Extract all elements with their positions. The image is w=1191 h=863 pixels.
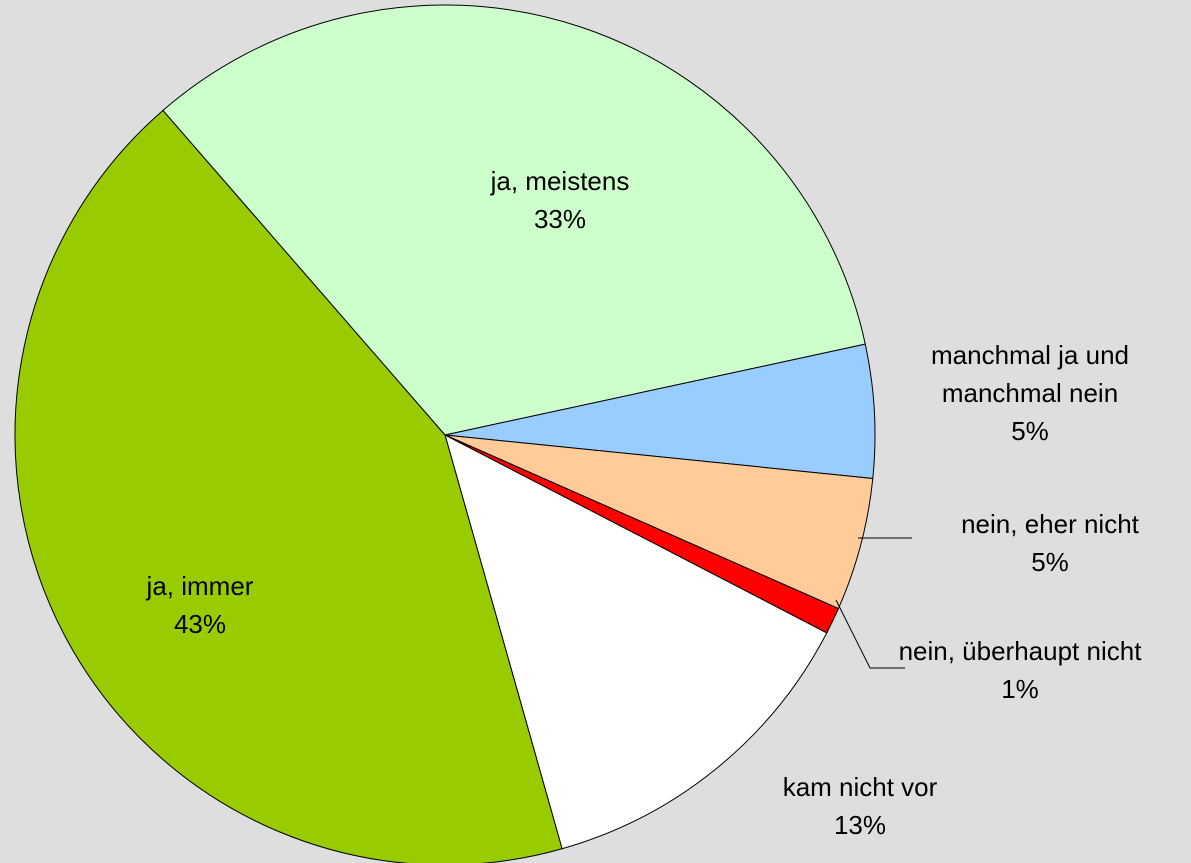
value-label: 5% (1011, 416, 1049, 446)
category-label: nein, eher nicht (961, 509, 1139, 539)
slice-label: ja, meistens 33% (425, 162, 695, 238)
slice-label: ja, immer 43% (65, 567, 335, 643)
category-label: nein, überhaupt nicht (898, 636, 1142, 666)
pie-slice (14, 109, 563, 863)
slice-label: nein, überhaupt nicht 1% (885, 632, 1155, 708)
value-label: 1% (1001, 674, 1039, 704)
category-label: ja, meistens (490, 166, 630, 196)
value-label: 13% (833, 810, 887, 840)
pie-slice (444, 434, 828, 850)
value-label: 43% (173, 609, 227, 639)
pie-slice (162, 4, 866, 436)
category-label: manchmal ja und manchmal nein (931, 340, 1129, 408)
value-label: 5% (1031, 547, 1069, 577)
slice-label: kam nicht vor 13% (725, 768, 995, 844)
value-label: 33% (533, 204, 587, 234)
slice-label: manchmal ja und manchmal nein 5% (895, 336, 1165, 450)
leader-line (835, 599, 905, 669)
slice-label: nein, eher nicht 5% (915, 505, 1185, 581)
category-label: ja, immer (146, 571, 254, 601)
category-label: kam nicht vor (782, 772, 938, 802)
